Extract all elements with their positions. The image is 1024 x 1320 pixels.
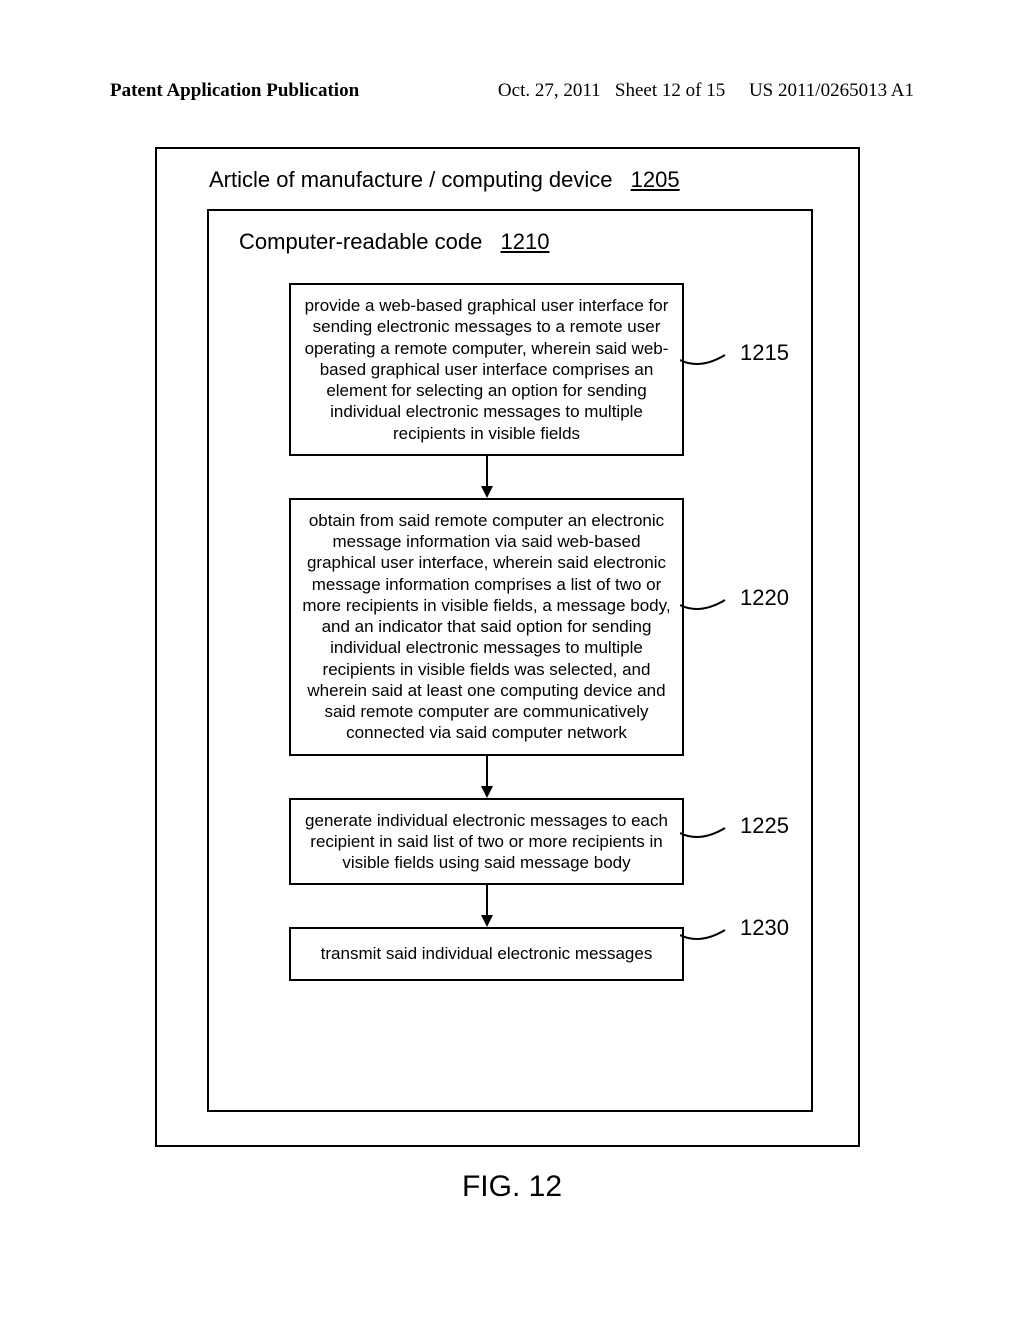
- ref-1230: 1230: [740, 915, 789, 941]
- inner-box-ref: 1210: [501, 229, 550, 254]
- ref-1215: 1215: [740, 340, 789, 366]
- leader-1220: [680, 590, 735, 620]
- leader-1230: [680, 920, 735, 950]
- outer-box: Article of manufacture / computing devic…: [155, 147, 860, 1147]
- page-header: Patent Application Publication Oct. 27, …: [0, 80, 1024, 102]
- leader-1225: [680, 818, 735, 848]
- flow-step-1: provide a web-based graphical user inter…: [289, 283, 684, 456]
- arrow-icon: [477, 456, 497, 498]
- figure-label: FIG. 12: [0, 1170, 1024, 1204]
- leader-1215: [680, 345, 735, 375]
- flowchart: provide a web-based graphical user inter…: [289, 283, 684, 981]
- flow-arrow-1: [289, 456, 684, 498]
- flow-step-4: transmit said individual electronic mess…: [289, 927, 684, 980]
- outer-box-title-text: Article of manufacture / computing devic…: [209, 167, 613, 192]
- header-date: Oct. 27, 2011: [498, 80, 601, 101]
- flow-step-4-text: transmit said individual electronic mess…: [321, 944, 653, 963]
- inner-box-title: Computer-readable code 1210: [239, 229, 549, 255]
- flow-step-1-text: provide a web-based graphical user inter…: [305, 296, 669, 443]
- flow-step-2: obtain from said remote computer an elec…: [289, 498, 684, 756]
- ref-1220: 1220: [740, 585, 789, 611]
- flow-arrow-2: [289, 756, 684, 798]
- header-sheet: Sheet 12 of 15: [615, 80, 725, 101]
- flow-step-2-text: obtain from said remote computer an elec…: [302, 511, 670, 743]
- outer-box-ref: 1205: [631, 167, 680, 192]
- header-right: Oct. 27, 2011 Sheet 12 of 15 US 2011/026…: [498, 80, 914, 102]
- outer-box-title: Article of manufacture / computing devic…: [209, 167, 680, 193]
- arrow-icon: [477, 885, 497, 927]
- header-pubnum: US 2011/0265013 A1: [749, 80, 914, 101]
- flow-step-3-text: generate individual electronic messages …: [305, 811, 668, 873]
- inner-box-title-text: Computer-readable code: [239, 229, 482, 254]
- header-left: Patent Application Publication: [110, 80, 359, 102]
- arrow-icon: [477, 756, 497, 798]
- flow-step-3: generate individual electronic messages …: [289, 798, 684, 886]
- ref-1225: 1225: [740, 813, 789, 839]
- flow-arrow-3: [289, 885, 684, 927]
